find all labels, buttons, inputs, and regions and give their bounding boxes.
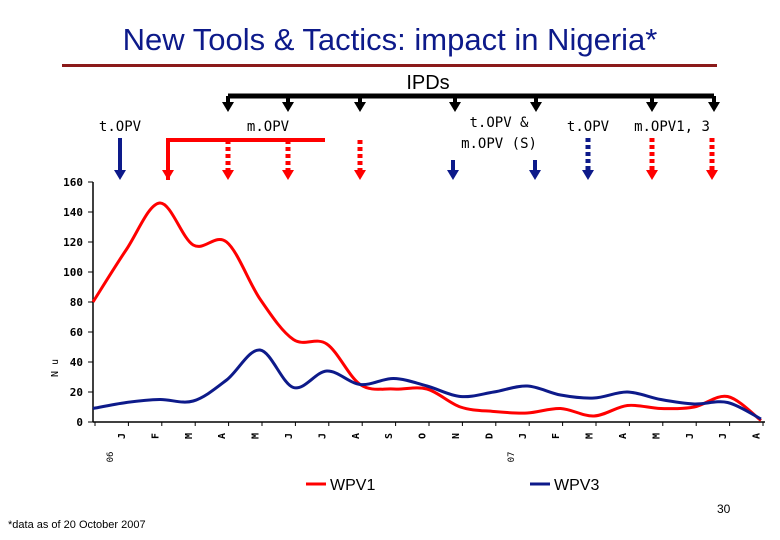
- legend-label-wpv3: WPV3: [554, 477, 599, 494]
- mopv-arrow-5: [706, 138, 718, 180]
- y-axis-label: N u: [50, 359, 61, 377]
- mopv-arrow-1: [222, 140, 234, 180]
- x-tick-label: S: [384, 433, 395, 439]
- campaign-label-topv-mopv-b: m.OPV (S): [461, 136, 537, 152]
- topv-arrow-2: [447, 160, 459, 180]
- mopv-bracket: [162, 138, 325, 180]
- y-tick-label: 0: [76, 416, 83, 429]
- ipds-label: IPDs: [406, 72, 449, 94]
- legend-label-wpv1: WPV1: [330, 477, 375, 494]
- x-year-marker: 06: [106, 452, 116, 463]
- y-tick-label: 80: [70, 296, 83, 309]
- campaign-label-mopv: m.OPV: [247, 119, 290, 135]
- y-tick-label: 120: [63, 236, 83, 249]
- series-line-wpv1: [91, 201, 762, 422]
- ipd-arrow-4: [449, 96, 461, 112]
- ipd-arrow-2: [282, 96, 294, 112]
- topv-arrow-4: [582, 138, 594, 180]
- campaign-label-mopv-1-3: m.OPV1, 3: [634, 119, 710, 135]
- page-number: 30: [717, 502, 731, 516]
- mopv-arrow-4: [646, 138, 658, 180]
- footnote: *data as of 20 October 2007: [8, 519, 146, 531]
- ipd-arrow-3: [354, 96, 366, 112]
- y-tick-label: 140: [63, 206, 83, 219]
- chart: IPDs t.OPV m.OPV t.OPV & m.OPV (S) t.OPV…: [50, 72, 765, 494]
- campaign-label-topv-2: t.OPV: [567, 119, 610, 135]
- ipd-arrow-5: [530, 96, 542, 112]
- campaign-label-topv-1: t.OPV: [99, 119, 142, 135]
- x-tick-label: M: [184, 433, 195, 439]
- x-tick-label: A: [618, 433, 629, 439]
- x-tick-label: N: [451, 433, 462, 439]
- y-tick-label: 40: [70, 356, 83, 369]
- campaign-label-topv-mopv-a: t.OPV &: [469, 115, 529, 131]
- y-tick-label: 100: [63, 266, 83, 279]
- x-tick-label: J: [284, 433, 295, 439]
- campaign-annotations: IPDs t.OPV m.OPV t.OPV & m.OPV (S) t.OPV…: [99, 72, 720, 180]
- plot-area: 0 20 40 60 80 100 120 140 160 N u J F M A M J J A S O N D J F M A…: [50, 176, 765, 494]
- x-tick-label: A: [217, 433, 228, 439]
- x-tick-label: M: [251, 433, 262, 439]
- x-tick-label: F: [150, 433, 161, 439]
- slide-title: New Tools & Tactics: impact in Nigeria*: [122, 22, 658, 57]
- ipd-arrow-6: [646, 96, 658, 112]
- mopv-arrow-3: [354, 140, 366, 180]
- chart-legend: WPV1 WPV3: [306, 477, 599, 494]
- x-tick-label: J: [518, 433, 529, 439]
- x-tick-label: A: [351, 433, 362, 439]
- title-divider: [62, 64, 717, 67]
- x-tick-label: M: [585, 433, 596, 439]
- x-tick-label: O: [418, 433, 429, 439]
- topv-arrow-3: [529, 160, 541, 180]
- ipd-arrow-7: [708, 96, 720, 112]
- x-tick-label: J: [117, 433, 128, 439]
- x-tick-label: J: [718, 433, 729, 439]
- y-tick-label: 60: [70, 326, 83, 339]
- topv-arrow-1: [114, 138, 126, 180]
- mopv-arrow-2: [282, 140, 294, 180]
- x-tick-label: D: [484, 433, 495, 439]
- x-tick-label: F: [551, 433, 562, 439]
- x-tick-label: J: [685, 433, 696, 439]
- x-year-marker: 07: [507, 452, 517, 463]
- ipd-arrow-1: [222, 96, 234, 112]
- x-tick-label: J: [317, 433, 328, 439]
- y-tick-label: 20: [70, 386, 83, 399]
- x-tick-label: M: [651, 433, 662, 439]
- y-tick-label: 160: [63, 176, 83, 189]
- x-tick-label: A: [752, 433, 763, 439]
